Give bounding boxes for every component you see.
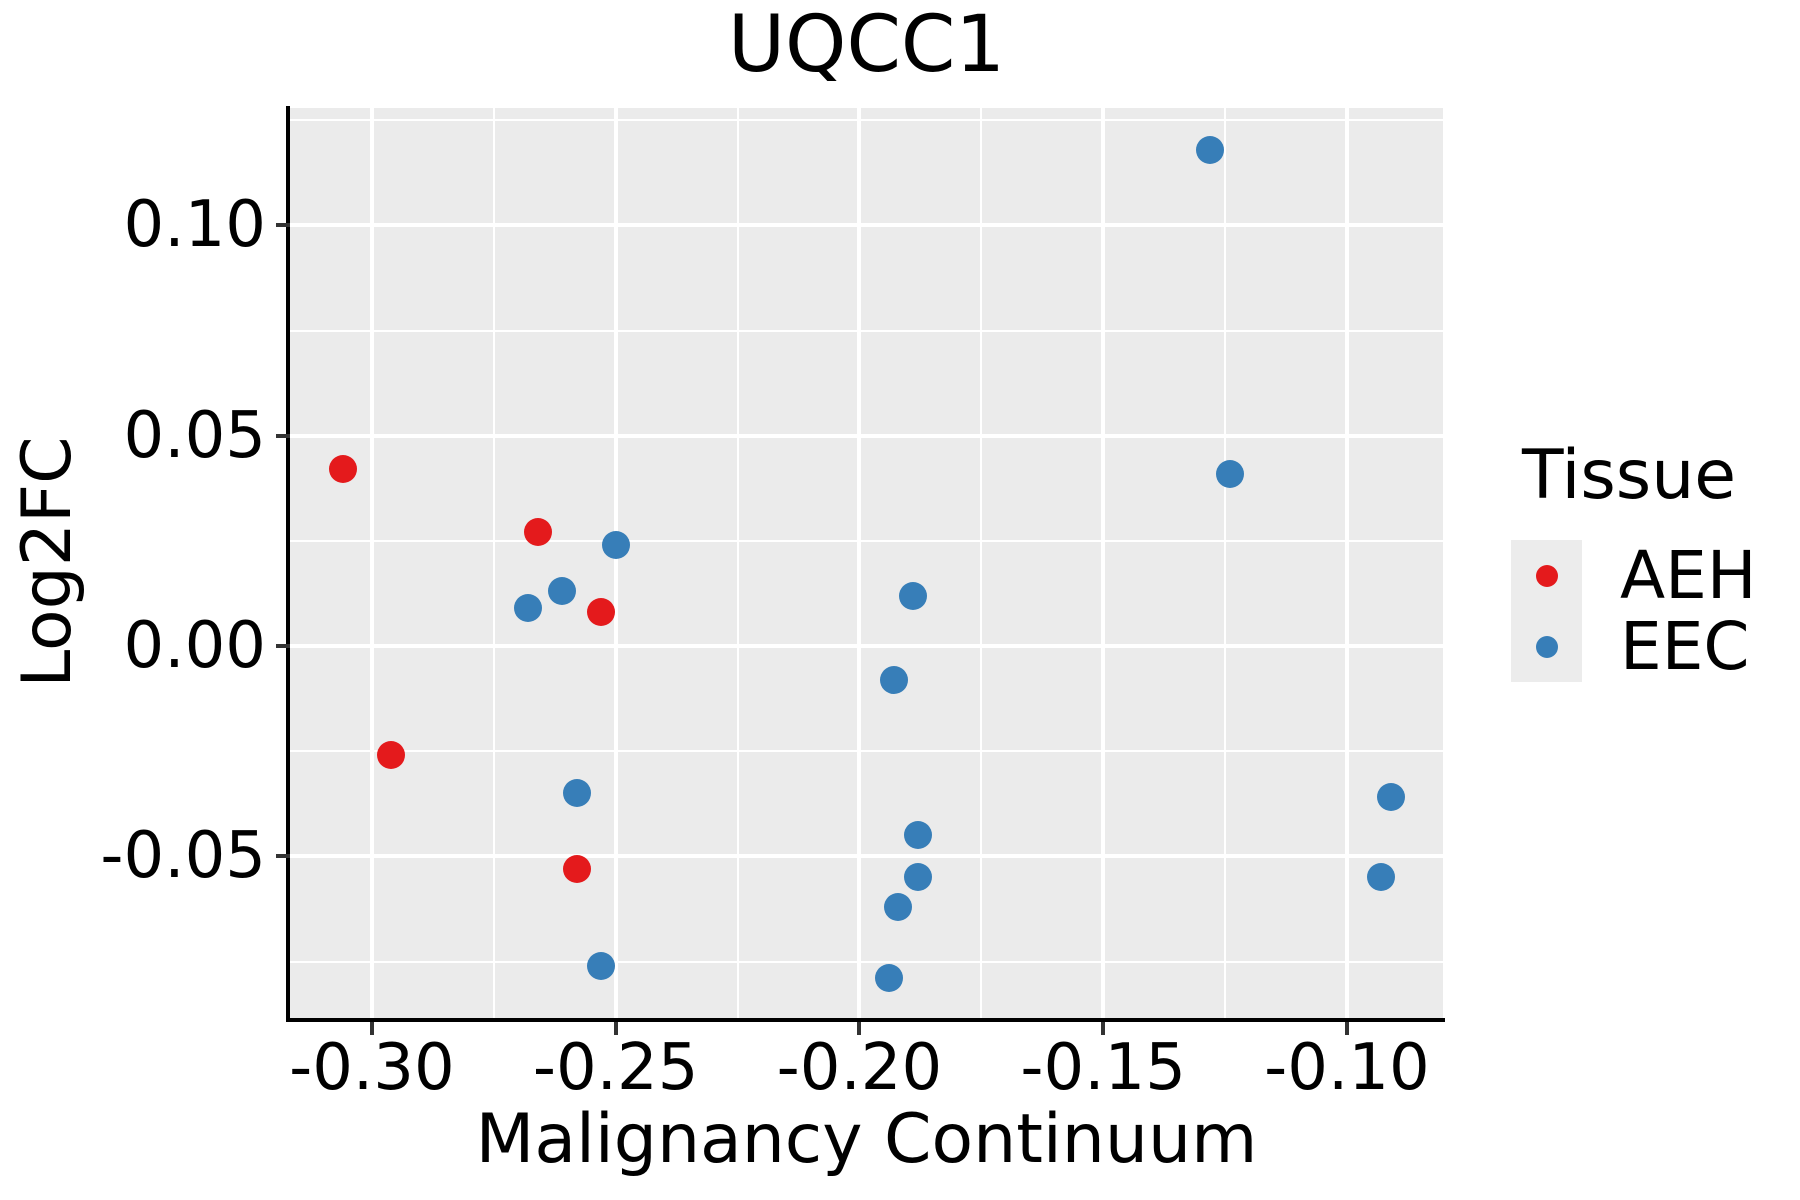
- minor-gridline-horizontal: [290, 119, 1443, 122]
- data-point-eec: [513, 594, 542, 623]
- y-axis-tick: [276, 433, 290, 438]
- major-gridline-horizontal: [290, 433, 1443, 438]
- data-point-aeh: [562, 854, 591, 883]
- major-gridline-horizontal: [290, 644, 1443, 649]
- aeh-point-icon: [1535, 564, 1558, 587]
- y-tick-label: 0.00: [123, 609, 267, 684]
- y-tick-label: -0.05: [100, 819, 266, 894]
- minor-gridline-vertical: [1224, 108, 1227, 1020]
- y-axis-tick: [276, 644, 290, 649]
- major-gridline-horizontal: [290, 854, 1443, 859]
- major-gridline-vertical: [1344, 108, 1349, 1020]
- minor-gridline-vertical: [492, 108, 495, 1020]
- legend: Tissue AEH EEC: [1511, 442, 1791, 682]
- minor-gridline-horizontal: [290, 329, 1443, 332]
- x-axis-tick: [857, 1022, 862, 1035]
- minor-gridline-vertical: [980, 108, 983, 1020]
- legend-title: Tissue: [1522, 436, 1737, 515]
- x-axis-tick: [369, 1022, 374, 1035]
- x-tick-label: -0.20: [776, 1031, 943, 1105]
- data-point-aeh: [587, 598, 616, 627]
- plot-title: UQCC1: [727, 0, 1006, 90]
- eec-point-icon: [1535, 635, 1558, 658]
- major-gridline-horizontal: [290, 223, 1443, 228]
- data-point-eec: [1367, 863, 1396, 892]
- data-point-eec: [1215, 459, 1244, 488]
- minor-gridline-horizontal: [290, 960, 1443, 963]
- major-gridline-vertical: [857, 108, 862, 1020]
- plot-panel: [290, 108, 1443, 1020]
- x-tick-label: -0.15: [1020, 1031, 1186, 1105]
- data-point-eec: [903, 821, 932, 850]
- data-point-eec: [601, 531, 630, 560]
- data-point-eec: [1196, 135, 1225, 164]
- data-point-aeh: [523, 518, 552, 547]
- major-gridline-vertical: [1101, 108, 1106, 1020]
- legend-item-aeh: AEH: [1511, 540, 1791, 611]
- y-axis-label: Log2FC: [8, 436, 87, 688]
- legend-label-eec: EEC: [1620, 607, 1750, 685]
- y-tick-label: 0.10: [123, 188, 267, 263]
- major-gridline-vertical: [613, 108, 618, 1020]
- y-axis-tick: [276, 223, 290, 228]
- data-point-eec: [903, 863, 932, 892]
- minor-gridline-vertical: [736, 108, 739, 1020]
- data-point-eec: [899, 581, 928, 610]
- data-point-eec: [562, 779, 591, 808]
- data-point-eec: [587, 951, 616, 980]
- x-tick-label: -0.25: [532, 1031, 699, 1105]
- x-tick-label: -0.10: [1264, 1031, 1430, 1105]
- data-point-eec: [879, 665, 908, 694]
- data-point-eec: [874, 964, 903, 993]
- data-point-aeh: [328, 455, 357, 484]
- y-axis-tick: [276, 854, 290, 859]
- y-tick-label: 0.05: [123, 398, 267, 473]
- y-axis-line: [286, 106, 290, 1022]
- legend-item-eec: EEC: [1511, 611, 1791, 682]
- minor-gridline-horizontal: [290, 539, 1443, 542]
- data-point-eec: [1376, 783, 1405, 812]
- data-point-eec: [548, 577, 577, 606]
- x-axis-line: [286, 1018, 1445, 1022]
- legend-key-eec: [1511, 611, 1582, 682]
- legend-label-aeh: AEH: [1620, 536, 1757, 614]
- data-point-aeh: [377, 741, 406, 770]
- legend-key-aeh: [1511, 540, 1582, 611]
- x-axis-tick: [1101, 1022, 1106, 1035]
- x-axis-tick: [613, 1022, 618, 1035]
- x-axis-tick: [1344, 1022, 1349, 1035]
- x-axis-label: Malignancy Continuum: [475, 1100, 1258, 1179]
- minor-gridline-horizontal: [290, 750, 1443, 753]
- major-gridline-vertical: [369, 108, 374, 1020]
- x-tick-label: -0.30: [289, 1031, 455, 1105]
- data-point-eec: [884, 892, 913, 921]
